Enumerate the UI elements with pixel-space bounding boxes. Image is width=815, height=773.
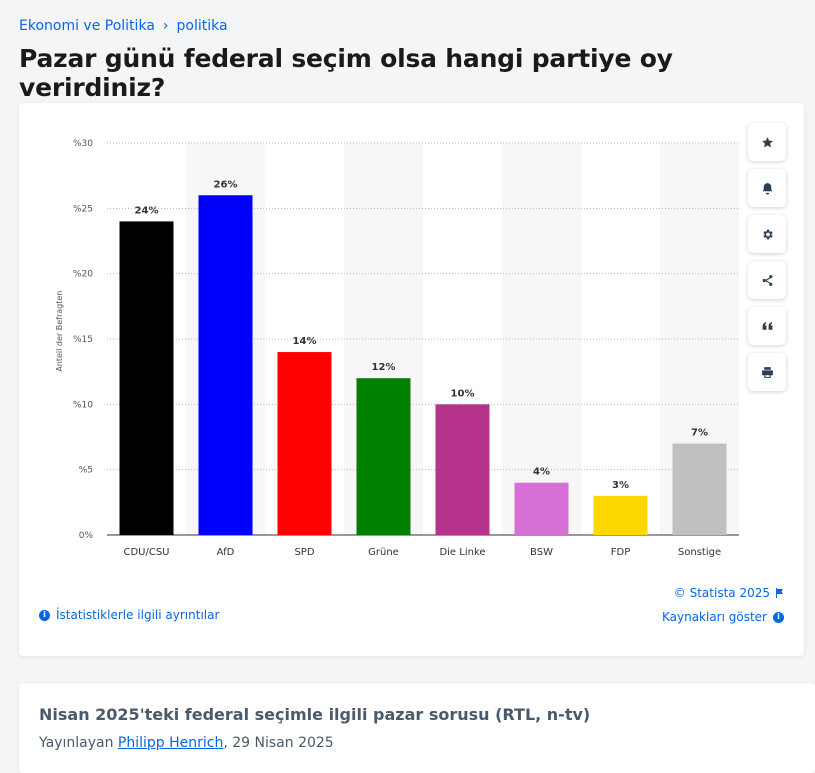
y-tick-label: 0% bbox=[79, 531, 94, 541]
bar-chart: 0% %5 %10 %15 %20 %25 %30 24% CDU/CSU 26% AfD 14% SP… bbox=[55, 139, 739, 558]
x-tick-label: BSW bbox=[530, 547, 553, 558]
chart-toolbar bbox=[748, 123, 786, 391]
info-icon: i bbox=[39, 609, 50, 621]
author-link[interactable]: Philipp Henrich bbox=[117, 735, 224, 751]
breadcrumb-item-politics[interactable]: politika bbox=[176, 18, 228, 34]
y-tick-label: %15 bbox=[73, 335, 93, 345]
favorite-button[interactable] bbox=[748, 123, 786, 161]
x-tick-label: AfD bbox=[217, 547, 235, 558]
print-button[interactable] bbox=[748, 353, 786, 391]
bar-fdp bbox=[593, 495, 648, 535]
show-sources-label: Kaynakları göster bbox=[661, 610, 767, 624]
data-label: 4% bbox=[533, 467, 550, 478]
notification-button[interactable] bbox=[748, 169, 786, 207]
breadcrumb: Ekonomi ve Politika › politika bbox=[19, 18, 228, 34]
quote-icon bbox=[762, 321, 772, 330]
y-tick-label: %25 bbox=[73, 204, 93, 214]
settings-button[interactable] bbox=[748, 215, 786, 253]
info-icon: i bbox=[773, 611, 784, 623]
copyright-text: © Statista 2025 bbox=[673, 586, 770, 600]
show-sources-link[interactable]: Kaynakları göster i bbox=[662, 610, 784, 624]
bar-grüne bbox=[356, 378, 411, 535]
data-label: 7% bbox=[691, 428, 708, 439]
copyright[interactable]: © Statista 2025 bbox=[674, 586, 784, 600]
data-label: 10% bbox=[451, 388, 475, 399]
bar-cdu-csu bbox=[119, 221, 174, 535]
data-label: 12% bbox=[372, 362, 396, 373]
share-button[interactable] bbox=[748, 261, 786, 299]
statistics-details-link[interactable]: i İstatistiklerle ilgili ayrıntılar bbox=[39, 608, 219, 622]
breadcrumb-separator: › bbox=[162, 18, 169, 34]
bar-sonstige bbox=[672, 443, 727, 535]
breadcrumb-item-economy[interactable]: Ekonomi ve Politika bbox=[19, 18, 155, 34]
bar-bsw bbox=[514, 482, 569, 535]
bar-afd bbox=[198, 195, 253, 535]
x-tick-label: FDP bbox=[611, 547, 630, 558]
y-tick-label: %10 bbox=[73, 400, 93, 410]
star-icon bbox=[761, 136, 773, 147]
data-label: 14% bbox=[293, 336, 317, 347]
related-title[interactable]: Nisan 2025'teki federal seçimle ilgili p… bbox=[39, 705, 591, 724]
page-title: Pazar günü federal seçim olsa hangi part… bbox=[19, 44, 673, 102]
chart-card: 0% %5 %10 %15 %20 %25 %30 24% CDU/CSU 26% AfD 14% SP… bbox=[19, 103, 804, 656]
bell-icon bbox=[762, 182, 772, 194]
data-label: 3% bbox=[612, 480, 629, 491]
x-tick-label: Grüne bbox=[368, 547, 399, 558]
x-tick-label: Die Linke bbox=[439, 547, 485, 558]
x-tick-label: Sonstige bbox=[678, 547, 721, 558]
print-icon bbox=[761, 366, 773, 378]
x-tick-label: CDU/CSU bbox=[123, 547, 169, 558]
related-statistic-card: Nisan 2025'teki federal seçimle ilgili p… bbox=[19, 683, 815, 773]
gear-icon bbox=[762, 229, 773, 239]
share-icon bbox=[762, 274, 772, 286]
bar-die-linke bbox=[435, 404, 490, 535]
bar-spd bbox=[277, 352, 332, 535]
y-tick-label: %30 bbox=[73, 139, 93, 149]
publication-date: , 29 Nisan 2025 bbox=[223, 735, 334, 751]
publication-meta: Yayınlayan Philipp Henrich, 29 Nisan 202… bbox=[39, 735, 334, 751]
flag-icon bbox=[776, 588, 783, 598]
statistics-details-label: İstatistiklerle ilgili ayrıntılar bbox=[56, 608, 220, 622]
y-axis-title: Anteil der Befragten bbox=[55, 291, 64, 372]
y-tick-label: %20 bbox=[73, 270, 93, 280]
cite-button[interactable] bbox=[748, 307, 786, 345]
data-label: 26% bbox=[214, 179, 238, 190]
x-tick-label: SPD bbox=[294, 547, 314, 558]
y-tick-label: %5 bbox=[79, 466, 93, 476]
data-label: 24% bbox=[135, 205, 159, 216]
published-by-label: Yayınlayan bbox=[39, 735, 114, 751]
